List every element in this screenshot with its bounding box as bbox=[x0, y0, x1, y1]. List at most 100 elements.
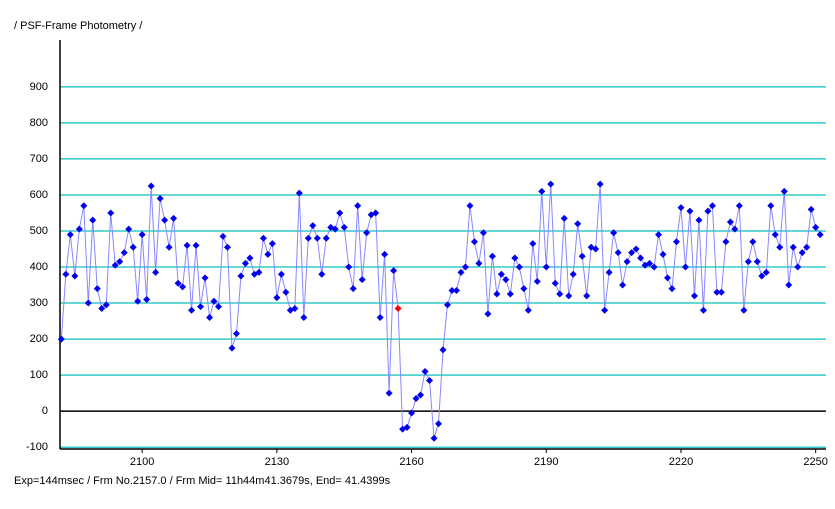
data-point bbox=[515, 263, 523, 271]
data-point bbox=[107, 209, 115, 217]
data-point bbox=[237, 272, 245, 280]
data-point bbox=[111, 261, 119, 269]
data-point bbox=[309, 222, 317, 230]
data-point bbox=[264, 250, 272, 258]
data-point bbox=[578, 252, 586, 260]
data-point bbox=[430, 434, 438, 442]
data-point bbox=[506, 290, 514, 298]
data-point bbox=[322, 234, 330, 242]
data-point bbox=[488, 252, 496, 260]
data-point bbox=[223, 243, 231, 251]
data-point bbox=[780, 187, 788, 195]
data-point bbox=[161, 216, 169, 224]
data-point bbox=[282, 288, 290, 296]
data-point bbox=[681, 263, 689, 271]
y-tick-label: 400 bbox=[30, 261, 48, 273]
y-tick-label: 0 bbox=[42, 405, 48, 417]
data-point bbox=[470, 238, 478, 246]
data-point bbox=[448, 286, 456, 294]
data-point bbox=[246, 254, 254, 262]
y-tick-label: 700 bbox=[30, 153, 48, 165]
x-tick-label: 2130 bbox=[265, 456, 289, 468]
data-point bbox=[457, 268, 465, 276]
data-point bbox=[628, 249, 636, 257]
data-point bbox=[300, 313, 308, 321]
data-point bbox=[57, 335, 65, 343]
data-point bbox=[574, 220, 582, 228]
data-point bbox=[758, 272, 766, 280]
data-point bbox=[744, 258, 752, 266]
data-point bbox=[408, 409, 416, 417]
data-point bbox=[596, 180, 604, 188]
data-point bbox=[165, 243, 173, 251]
data-point bbox=[547, 180, 555, 188]
data-point bbox=[295, 189, 303, 197]
data-point bbox=[475, 259, 483, 267]
data-point bbox=[502, 276, 510, 284]
data-point bbox=[672, 238, 680, 246]
data-point bbox=[484, 310, 492, 318]
data-point bbox=[583, 292, 591, 300]
data-point bbox=[354, 202, 362, 210]
y-tick-label: 600 bbox=[30, 189, 48, 201]
x-tick-label: 2160 bbox=[399, 456, 423, 468]
data-point bbox=[708, 202, 716, 210]
data-point bbox=[461, 263, 469, 271]
data-point bbox=[646, 259, 654, 267]
data-point bbox=[524, 306, 532, 314]
data-point bbox=[210, 297, 218, 305]
data-point bbox=[174, 279, 182, 287]
data-point bbox=[318, 270, 326, 278]
data-point bbox=[551, 279, 559, 287]
highlighted-point bbox=[394, 304, 402, 312]
data-point bbox=[439, 346, 447, 354]
data-point bbox=[520, 285, 528, 293]
data-point bbox=[632, 245, 640, 253]
data-point bbox=[623, 258, 631, 266]
data-point bbox=[412, 395, 420, 403]
data-point bbox=[206, 313, 214, 321]
status-footer: Exp=144msec / Frm No.2157.0 / Frm Mid= 1… bbox=[14, 475, 391, 487]
data-point bbox=[71, 272, 79, 280]
data-point bbox=[192, 241, 200, 249]
data-point bbox=[762, 268, 770, 276]
data-point bbox=[349, 285, 357, 293]
data-point bbox=[807, 205, 815, 213]
data-point bbox=[376, 313, 384, 321]
data-point bbox=[803, 243, 811, 251]
data-point bbox=[259, 234, 267, 242]
data-point bbox=[529, 240, 537, 248]
data-point bbox=[291, 304, 299, 312]
data-point bbox=[690, 292, 698, 300]
data-point bbox=[699, 306, 707, 314]
data-point bbox=[273, 294, 281, 302]
x-tick-label: 2190 bbox=[534, 456, 558, 468]
data-point bbox=[89, 216, 97, 224]
data-point bbox=[565, 292, 573, 300]
data-point bbox=[147, 182, 155, 190]
y-tick-label: 500 bbox=[30, 225, 48, 237]
data-point bbox=[749, 238, 757, 246]
data-point bbox=[62, 270, 70, 278]
data-point bbox=[125, 225, 133, 233]
data-point bbox=[80, 202, 88, 210]
data-point bbox=[740, 306, 748, 314]
data-point bbox=[735, 202, 743, 210]
data-point bbox=[421, 368, 429, 376]
data-point bbox=[188, 306, 196, 314]
data-point bbox=[390, 267, 398, 275]
data-point bbox=[533, 277, 541, 285]
data-point bbox=[785, 281, 793, 289]
data-point bbox=[776, 243, 784, 251]
data-point bbox=[372, 209, 380, 217]
data-point bbox=[277, 270, 285, 278]
data-point bbox=[345, 263, 353, 271]
data-point bbox=[538, 187, 546, 195]
data-point bbox=[435, 420, 443, 428]
data-point bbox=[542, 263, 550, 271]
data-point bbox=[340, 223, 348, 231]
data-point bbox=[493, 290, 501, 298]
data-point bbox=[66, 231, 74, 239]
data-point bbox=[722, 238, 730, 246]
data-point bbox=[664, 274, 672, 282]
